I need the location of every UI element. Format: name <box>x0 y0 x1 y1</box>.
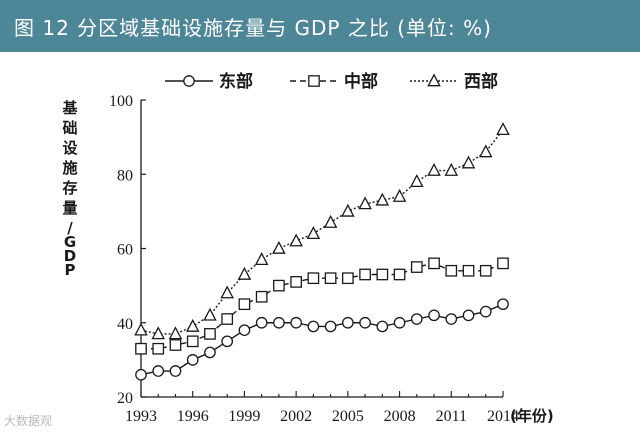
data-point <box>393 316 406 329</box>
series-line-1 <box>140 303 504 376</box>
data-point <box>359 316 371 329</box>
legend-marker <box>183 75 195 87</box>
data-point <box>461 155 476 169</box>
x-tick-label: 2002 <box>280 408 312 425</box>
data-point <box>324 320 337 333</box>
data-point <box>393 268 406 281</box>
data-point <box>496 122 510 136</box>
data-point <box>307 320 320 333</box>
data-point <box>462 264 475 277</box>
data-point <box>169 339 182 351</box>
data-point <box>135 342 147 355</box>
legend-label: 中部 <box>344 71 378 92</box>
data-point <box>204 346 216 359</box>
data-point <box>169 365 182 377</box>
chart-title-bar: 图 12 分区域基础设施存量与 GDP 之比 (单位: %) <box>0 0 640 52</box>
data-point <box>289 233 303 247</box>
data-point <box>428 309 440 322</box>
data-point <box>135 368 147 381</box>
data-point <box>152 365 165 377</box>
data-point <box>306 226 321 240</box>
data-point <box>290 316 302 329</box>
data-point <box>254 252 269 265</box>
data-point <box>497 298 509 311</box>
data-point <box>497 257 509 270</box>
data-point <box>151 326 166 340</box>
data-point <box>238 324 251 337</box>
data-point <box>221 313 234 325</box>
x-axis-label: (年份) <box>510 407 554 425</box>
x-tick-label: 2005 <box>332 408 364 425</box>
data-point <box>221 335 234 348</box>
legend-label: 东部 <box>219 71 253 92</box>
data-point <box>273 316 285 329</box>
data-point <box>238 298 251 311</box>
x-tick-label: 1993 <box>125 408 157 425</box>
data-point <box>479 305 492 318</box>
x-tick-label: 2008 <box>384 408 416 425</box>
data-point <box>134 322 148 336</box>
x-tick-label: 2014 <box>487 408 519 425</box>
data-point <box>186 335 199 348</box>
data-point <box>185 318 200 332</box>
data-point <box>255 290 268 303</box>
data-point <box>444 162 459 176</box>
data-point <box>479 264 492 277</box>
chart-title: 图 12 分区域基础设施存量与 GDP 之比 (单位: %) <box>14 16 492 40</box>
data-point <box>428 257 440 270</box>
data-point <box>341 203 355 217</box>
x-tick-label: 1999 <box>228 408 260 425</box>
data-point <box>445 264 458 277</box>
y-tick-label: 80 <box>117 167 133 184</box>
legend-marker <box>308 75 320 87</box>
y-tick-label: 40 <box>117 316 133 333</box>
y-tick-label: 60 <box>117 242 133 259</box>
data-point <box>376 320 389 333</box>
y-axis-label: 基础设施存量/G D P <box>61 99 78 279</box>
watermark-text: 大数据观 <box>4 414 53 428</box>
data-point <box>290 276 302 288</box>
data-point <box>358 196 372 210</box>
data-point <box>323 214 338 228</box>
x-tick-label: 2011 <box>436 408 467 425</box>
data-point <box>342 272 354 285</box>
data-point <box>255 316 268 329</box>
data-point <box>410 174 424 188</box>
data-point <box>478 144 493 158</box>
data-point <box>342 316 354 329</box>
series-line-2 <box>141 262 504 350</box>
data-point <box>203 307 217 321</box>
legend-label: 西部 <box>464 71 498 92</box>
line-chart: 20 40 60 80 100 1993 1996 1999 2002 2005 2008 2011 2… <box>61 71 554 425</box>
data-point <box>375 192 390 206</box>
x-tick-label: 1996 <box>177 408 209 425</box>
data-point <box>410 313 423 325</box>
data-point <box>272 240 286 254</box>
legend-marker <box>427 73 441 87</box>
data-point <box>204 328 216 340</box>
data-point <box>186 354 199 366</box>
data-point <box>307 272 320 285</box>
data-point <box>152 342 165 355</box>
data-point <box>237 266 252 280</box>
data-point <box>445 313 458 325</box>
y-tick-label: 20 <box>117 390 133 407</box>
data-point <box>376 268 389 281</box>
data-point <box>427 162 441 176</box>
series-line-3 <box>140 129 504 335</box>
data-point <box>220 285 234 299</box>
data-point <box>410 261 423 273</box>
data-point <box>392 188 407 202</box>
data-point <box>168 326 183 340</box>
data-point <box>462 309 475 322</box>
data-point <box>273 279 285 292</box>
data-point <box>324 272 337 285</box>
data-point <box>359 268 371 281</box>
y-tick-label: 100 <box>109 93 133 110</box>
